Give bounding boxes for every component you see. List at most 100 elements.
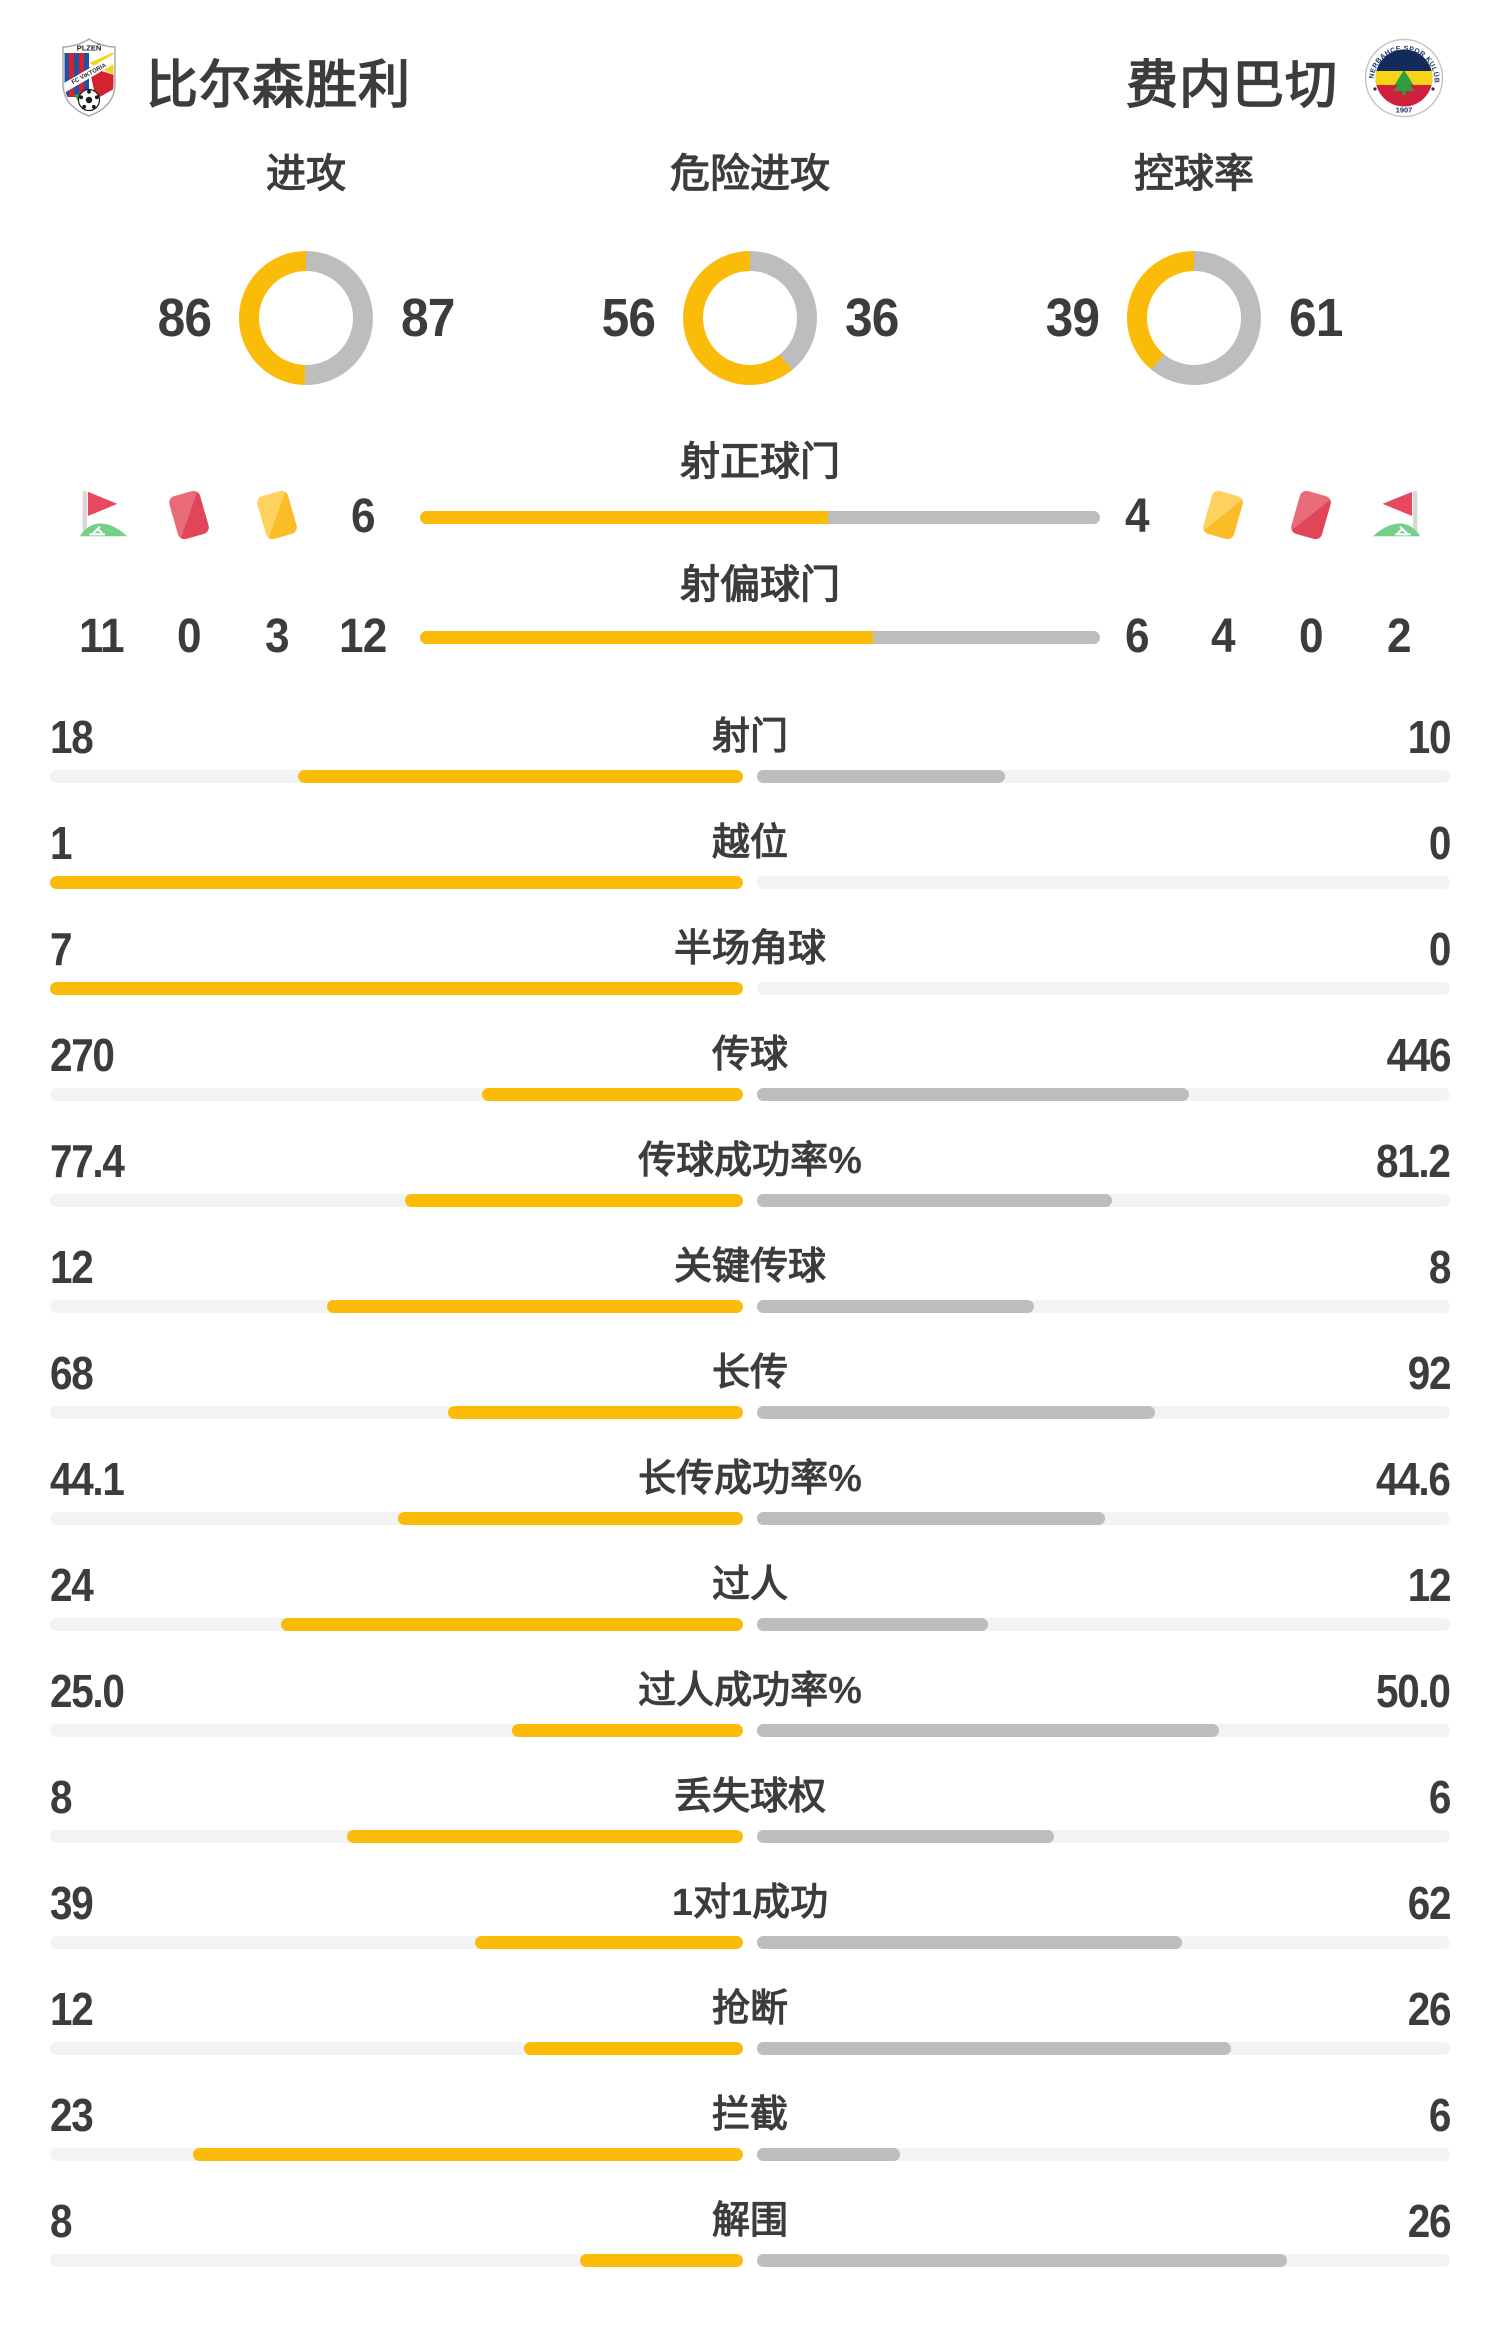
stat-bar-home-fill <box>481 1088 743 1101</box>
stat-bar-away-track <box>757 1300 1450 1313</box>
donut-label: 进攻 <box>266 152 346 196</box>
stat-bar-home-fill <box>512 1724 743 1737</box>
stat-row: 8 解围 26 <box>0 2194 1500 2300</box>
stat-bar-away-fill <box>757 1406 1156 1419</box>
stat-row: 7 半场角球 0 <box>0 922 1500 1028</box>
stat-bar-home-fill <box>50 876 743 889</box>
stats-list: 18 射门 10 1 越位 0 7 半场角球 0 270 传球 4 <box>0 710 1500 2300</box>
stat-away-value: 81.2 <box>1376 1135 1451 1187</box>
svg-text:1907: 1907 <box>1396 105 1413 114</box>
stat-away-value: 50.0 <box>1376 1665 1451 1717</box>
donut-chart <box>683 251 817 385</box>
shots-off-target-away-value: 6 <box>1125 610 1150 663</box>
stat-bar-home-fill <box>327 1300 743 1313</box>
yellow-card-icon <box>257 490 297 540</box>
stat-bar-home-track <box>50 1936 743 1949</box>
shots-off-target-bar <box>420 631 1100 644</box>
shots-on-target-home-value: 6 <box>351 490 376 543</box>
stat-bar-away-fill <box>757 1936 1183 1949</box>
away-team-name: 费内巴切 <box>1125 56 1338 115</box>
red-card-icon <box>169 490 209 540</box>
donut-home-value: 86 <box>157 288 212 348</box>
stat-label: 解围 <box>711 2200 788 2242</box>
stat-row: 25.0 过人成功率% 50.0 <box>0 1664 1500 1770</box>
stat-bar-home-track <box>50 770 743 783</box>
stat-bar-away-track <box>757 1406 1450 1419</box>
donut-group-possession: 控球率 39 61 <box>974 150 1414 385</box>
stat-bar-away-fill <box>757 1724 1219 1737</box>
donut-chart <box>1127 251 1261 385</box>
stat-away-value: 26 <box>1407 1983 1452 2035</box>
stat-label: 丢失球权 <box>673 1776 826 1818</box>
away-discipline-counts: 4 0 2 <box>1194 608 1428 666</box>
shots-on-target-bar <box>420 511 1100 524</box>
stat-bar-away-track <box>757 1088 1450 1101</box>
shots-off-target-label: 射偏球门 <box>680 563 840 607</box>
away-yellow-cards-count: 4 <box>1211 610 1236 663</box>
stat-away-value: 6 <box>1428 2089 1452 2141</box>
stat-bar-home-track <box>50 2042 743 2055</box>
stat-away-value: 12 <box>1407 1559 1452 1611</box>
stat-row: 1 越位 0 <box>0 816 1500 922</box>
stat-bar-away-fill <box>757 2254 1287 2267</box>
stat-bar-away-fill <box>757 1088 1189 1101</box>
corner-flag-icon <box>1372 490 1421 537</box>
red-card-icon <box>1291 490 1331 540</box>
donut-away-value: 87 <box>401 288 455 348</box>
stat-bar-home-fill <box>50 982 743 995</box>
stat-row: 270 传球 446 <box>0 1028 1500 1134</box>
stat-bar-home-track <box>50 1406 743 1419</box>
bar-home-fill <box>420 511 828 524</box>
away-team-logo-icon: FENERBAHÇE SPOR KULÜBÜ 1907 <box>1361 31 1444 123</box>
stat-bar-home-track <box>50 2254 743 2267</box>
stat-home-value: 270 <box>50 1029 115 1081</box>
header: FC VIKTORIA PLZEŇ 比尔森胜利 费内巴切 FENERBAHÇE … <box>0 31 1500 126</box>
donut-group-dangerous-attacks: 危险进攻 56 36 <box>530 150 970 385</box>
stat-away-value: 62 <box>1407 1877 1452 1929</box>
stat-row: 39 1对1成功 62 <box>0 1876 1500 1982</box>
stat-label: 半场角球 <box>673 928 826 970</box>
home-team: FC VIKTORIA PLZEŇ 比尔森胜利 <box>58 34 411 126</box>
shots-on-target-away-value: 4 <box>1125 490 1150 543</box>
stat-bar-away-fill <box>757 770 1005 783</box>
home-team-name: 比尔森胜利 <box>146 56 412 115</box>
stat-bar-home-fill <box>347 1830 743 1843</box>
stat-label: 传球 <box>711 1034 788 1076</box>
stat-bar-home-track <box>50 1724 743 1737</box>
stat-row: 68 长传 92 <box>0 1346 1500 1452</box>
stat-bar-away-track <box>757 876 1450 889</box>
away-discipline-icons <box>1194 486 1428 544</box>
stat-bar-home-track <box>50 982 743 995</box>
stat-home-value: 12 <box>50 1983 94 2035</box>
stat-away-value: 8 <box>1428 1241 1452 1293</box>
stat-away-value: 44.6 <box>1376 1453 1451 1505</box>
stat-home-value: 24 <box>50 1559 94 1611</box>
stat-label: 关键传球 <box>673 1246 826 1288</box>
stat-bar-home-fill <box>193 2148 743 2161</box>
donut-label: 控球率 <box>1134 152 1254 196</box>
stat-label: 过人成功率% <box>638 1670 862 1712</box>
donut-chart <box>239 251 373 385</box>
stat-away-value: 6 <box>1428 1771 1452 1823</box>
stat-bar-away-track <box>757 982 1450 995</box>
stat-row: 44.1 长传成功率% 44.6 <box>0 1452 1500 1558</box>
stat-away-value: 10 <box>1407 711 1452 763</box>
shots-off-target-home-value: 12 <box>339 610 387 663</box>
home-red-cards-count: 0 <box>177 610 202 663</box>
home-team-logo-icon: FC VIKTORIA PLZEŇ <box>58 37 120 124</box>
stat-bar-away-track <box>757 2148 1450 2161</box>
stat-bar-away-track <box>757 2254 1450 2267</box>
stat-home-value: 77.4 <box>50 1135 125 1187</box>
stat-bar-away-fill <box>757 1830 1054 1843</box>
stat-away-value: 446 <box>1386 1029 1451 1081</box>
stat-bar-home-track <box>50 1830 743 1843</box>
stat-bar-home-fill <box>579 2254 743 2267</box>
bar-away-fill <box>828 511 1100 524</box>
stat-label: 长传 <box>711 1352 788 1394</box>
yellow-card-icon <box>1203 490 1243 540</box>
corner-flag-icon <box>79 490 128 537</box>
svg-text:PLZEŇ: PLZEŇ <box>77 43 102 52</box>
stat-bar-home-fill <box>475 1936 743 1949</box>
stat-row: 12 关键传球 8 <box>0 1240 1500 1346</box>
stat-label: 拦截 <box>711 2094 788 2136</box>
